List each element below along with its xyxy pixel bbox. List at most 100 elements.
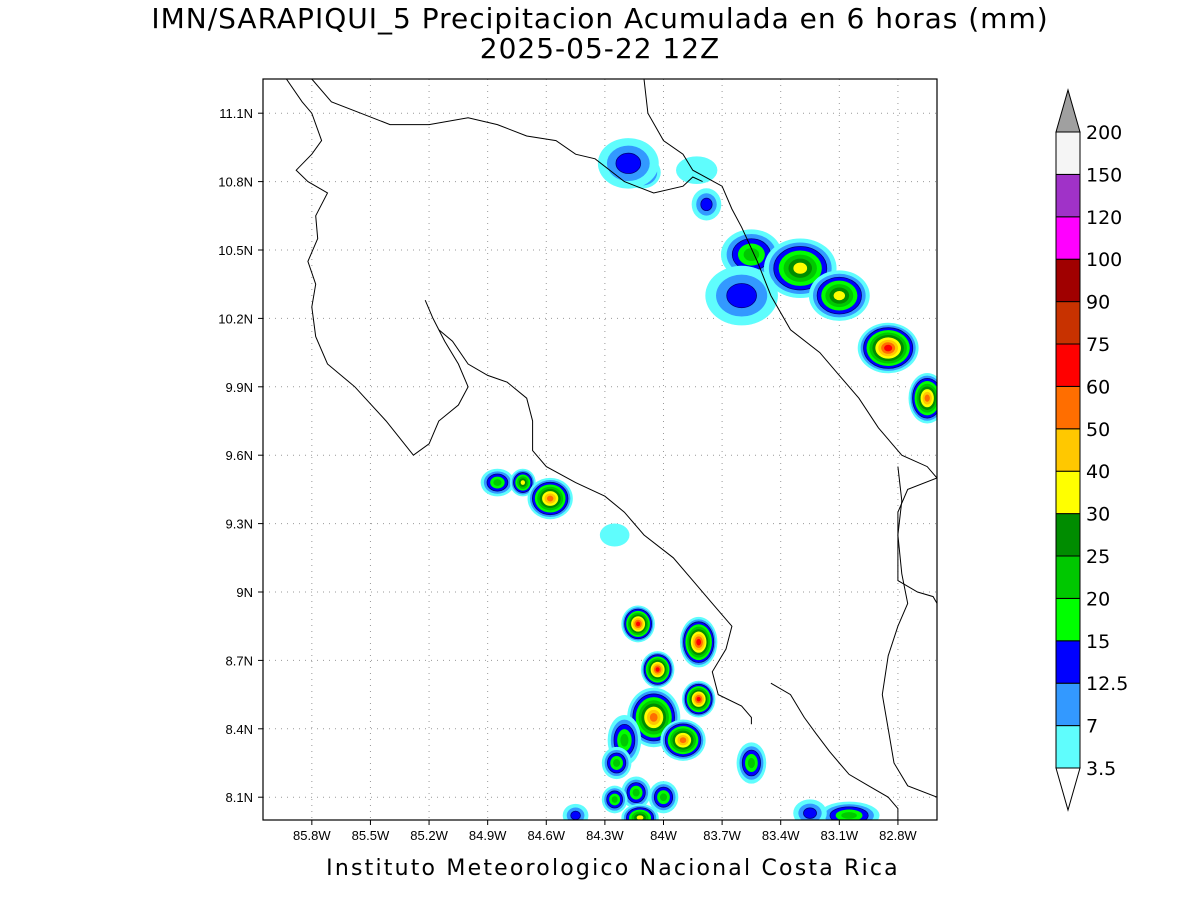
y-tick-label: 10.8N (218, 175, 253, 190)
colorbar-swatch (1055, 216, 1081, 260)
precip-contour (884, 344, 893, 352)
precip-contour (679, 737, 687, 744)
precip-contour (613, 759, 621, 767)
colorbar-label: 200 (1086, 122, 1122, 144)
precip-cell (691, 188, 722, 221)
colorbar-swatch (1055, 725, 1081, 769)
precip-cell (597, 138, 659, 189)
precip-cell (480, 468, 515, 497)
colorbar-label: 60 (1086, 376, 1110, 398)
precip-cell (857, 322, 919, 374)
coastline (311, 79, 703, 194)
precip-cell (621, 803, 659, 820)
x-tick-label: 85.5W (352, 828, 390, 843)
precip-cell (509, 468, 536, 497)
precip-cell (601, 785, 628, 814)
colorbar-swatch (1055, 428, 1081, 472)
precip-contour (793, 262, 808, 274)
coastline (881, 466, 937, 798)
precip-contour (599, 523, 630, 547)
x-tick-label: 82.8W (879, 828, 917, 843)
precip-contour (700, 197, 713, 212)
map-title: IMN/SARAPIQUI_5 Precipitacion Acumulada … (151, 2, 1049, 35)
y-tick-label: 9.3N (226, 517, 253, 532)
colorbar-swatch (1055, 131, 1081, 175)
precip-contour (841, 812, 857, 819)
precip-contour (611, 796, 618, 803)
y-tick-label: 8.4N (226, 722, 253, 737)
colorbar: 3.5 7 12.5 15 20 25 30 40 50 60 75 90 100 120 150 200 (1055, 88, 1128, 812)
footer-credit: Instituto Meteorologico Nacional Costa R… (326, 856, 900, 881)
colorbar-label: 20 (1086, 588, 1110, 610)
coastline (770, 682, 899, 820)
colorbar-label: 25 (1086, 546, 1110, 568)
precip-cell (793, 799, 827, 820)
y-tick-label: 8.7N (226, 653, 253, 668)
y-tick-label: 9N (236, 585, 253, 600)
precip-cell (705, 265, 778, 326)
x-tick-label: 84W (650, 828, 677, 843)
y-tick-label: 11.1N (219, 106, 253, 121)
precip-contour (649, 713, 658, 722)
precip-contour (546, 495, 554, 502)
precip-contour (803, 807, 817, 819)
colorbar-swatch (1055, 555, 1081, 599)
precip-contour (833, 290, 846, 301)
precip-cell (648, 781, 679, 814)
colorbar-swatch (1055, 385, 1081, 430)
precip-contour (747, 757, 755, 769)
precip-layer (285, 79, 937, 820)
precip-cell (818, 801, 880, 820)
precip-cell (660, 719, 706, 761)
precip-contour (570, 810, 581, 820)
coastline (438, 329, 752, 725)
precip-cell (527, 477, 573, 520)
colorbar-swatch (1055, 301, 1081, 345)
x-tick-label: 83.1W (821, 828, 859, 843)
y-tick-label: 8.1N (226, 790, 253, 805)
x-tick-label: 84.6W (527, 828, 565, 843)
precip-contour (636, 815, 644, 820)
colorbar-label: 120 (1086, 207, 1122, 229)
precip-cell (601, 746, 632, 780)
colorbar-label: 90 (1086, 292, 1110, 314)
colorbar-swatch (1055, 173, 1081, 218)
precip-cell (679, 616, 718, 668)
colorbar-arrow-bottom (1055, 767, 1081, 812)
colorbar-swatch (1055, 640, 1081, 684)
x-tick-label: 83.7W (703, 828, 741, 843)
x-tick-label: 85.2W (410, 828, 448, 843)
precip-contour (743, 248, 760, 261)
colorbar-swatch (1055, 597, 1081, 642)
coastline (285, 79, 469, 456)
x-tick-label: 83.4W (762, 828, 800, 843)
colorbar-label: 7 (1086, 716, 1098, 738)
precip-cell (621, 605, 655, 643)
coastline (897, 477, 937, 604)
y-tick-label: 9.9N (226, 380, 253, 395)
colorbar-label: 75 (1086, 334, 1110, 356)
precip-contour (676, 156, 718, 185)
precip-cell (681, 680, 716, 718)
colorbar-label: 3.5 (1086, 758, 1116, 780)
precip-cell (736, 742, 767, 784)
precip-contour (655, 667, 660, 672)
y-tick-label: 9.6N (226, 448, 253, 463)
precip-cell (640, 651, 675, 688)
precip-contour (726, 283, 757, 309)
colorbar-label: 150 (1086, 164, 1122, 186)
precip-contour (696, 638, 702, 646)
x-tick-label: 84.9W (469, 828, 507, 843)
colorbar-label: 50 (1086, 419, 1110, 441)
colorbar-label: 30 (1086, 504, 1110, 526)
precip-contour (696, 696, 701, 702)
colorbar-swatch (1055, 258, 1081, 303)
colorbar-swatch (1055, 513, 1081, 557)
map-subtitle: 2025-05-22 12Z (479, 32, 721, 65)
precip-contour (659, 793, 668, 802)
precip-cell (676, 156, 718, 185)
precip-cell (808, 270, 870, 321)
x-tick-label: 84.3W (586, 828, 624, 843)
precip-contour (615, 152, 642, 174)
y-tick-label: 10.5N (218, 243, 253, 258)
